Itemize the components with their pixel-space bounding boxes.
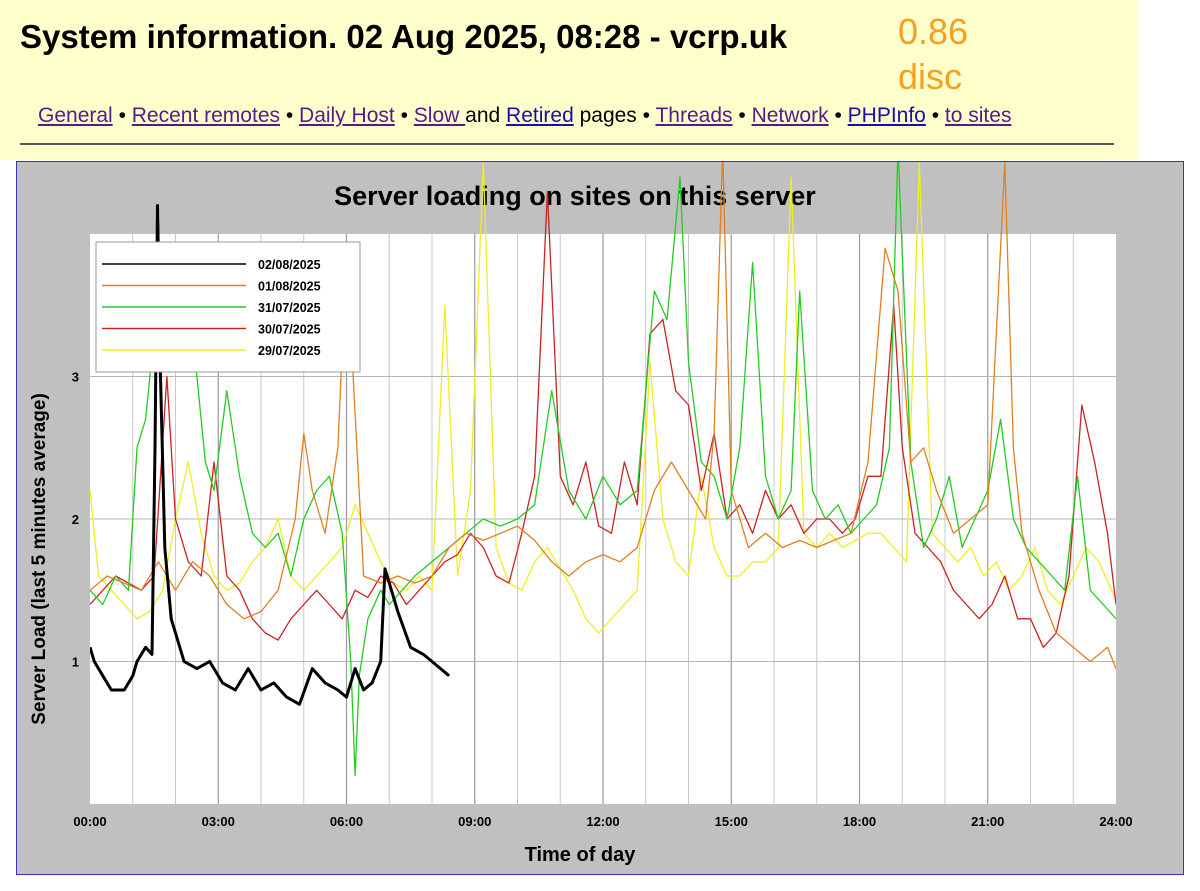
nav-link-retired[interactable]: Retired xyxy=(506,104,574,127)
chart-frame: 00:00 03:00 06:00 09:00 12:00 15:00 18:00 21:00… xyxy=(16,161,1184,875)
y-tick-label: 2 xyxy=(72,512,79,527)
header-divider xyxy=(20,143,1114,145)
nav-link-general[interactable]: General xyxy=(38,104,113,127)
load-value: 0.86 xyxy=(898,11,969,52)
y-tick-label: 3 xyxy=(72,370,79,385)
header-panel: System information. 02 Aug 2025, 08:28 -… xyxy=(0,0,1138,160)
x-axis-label: Time of day xyxy=(525,844,637,866)
legend-label: 02/08/2025 xyxy=(258,258,321,272)
x-tick-label: 21:00 xyxy=(971,814,1004,829)
series-line-02-08-2025 xyxy=(90,204,451,706)
server-load-chart: 00:00 03:00 06:00 09:00 12:00 15:00 18:00 21:00… xyxy=(29,162,1133,866)
nav-separator: • xyxy=(834,104,842,127)
nav-text-pages: pages xyxy=(579,104,637,127)
nav-bar: General • Recent remotes • Daily Host • … xyxy=(38,104,1011,128)
x-tick-label: 00:00 xyxy=(73,814,106,829)
x-tick-label: 18:00 xyxy=(843,814,876,829)
series-line-01-08-2025 xyxy=(90,162,1116,669)
x-tick-label: 24:00 xyxy=(1099,814,1132,829)
nav-separator: • xyxy=(118,104,126,127)
nav-link-phpinfo[interactable]: PHPInfo xyxy=(847,104,926,127)
nav-link-to-sites[interactable]: to sites xyxy=(944,104,1012,127)
nav-link-threads[interactable]: Threads xyxy=(655,104,733,127)
nav-separator: • xyxy=(400,104,408,127)
nav-separator: • xyxy=(738,104,746,127)
series-line-30-07-2025 xyxy=(90,190,1116,648)
nav-link-daily-host[interactable]: Daily Host xyxy=(299,104,395,127)
load-status: disc xyxy=(898,56,963,97)
legend-label: 29/07/2025 xyxy=(258,344,321,358)
x-tick-label: 06:00 xyxy=(330,814,363,829)
x-tick-label: 03:00 xyxy=(202,814,235,829)
x-tick-label: 12:00 xyxy=(586,814,619,829)
y-axis-label: Server Load (last 5 minutes average) xyxy=(29,393,50,725)
series-line-31-07-2025 xyxy=(90,162,1116,777)
nav-link-slow[interactable]: Slow xyxy=(413,104,466,127)
x-tick-label: 15:00 xyxy=(715,814,748,829)
nav-separator: • xyxy=(285,104,294,127)
nav-separator: • xyxy=(931,104,940,127)
y-tick-label: 1 xyxy=(72,655,79,670)
nav-link-network[interactable]: Network xyxy=(751,104,829,127)
x-tick-label: 09:00 xyxy=(458,814,491,829)
nav-separator: • xyxy=(642,104,651,127)
legend-label: 01/08/2025 xyxy=(258,280,321,294)
series-line-29-07-2025 xyxy=(90,162,1116,634)
chart-title: Server loading on sites on this server xyxy=(334,181,816,211)
nav-text-and: and xyxy=(465,104,501,127)
legend-label: 31/07/2025 xyxy=(258,301,321,315)
nav-link-recent-remotes[interactable]: Recent remotes xyxy=(131,104,280,127)
page-title: System information. 02 Aug 2025, 08:28 -… xyxy=(20,18,788,55)
legend-label: 30/07/2025 xyxy=(258,323,321,337)
